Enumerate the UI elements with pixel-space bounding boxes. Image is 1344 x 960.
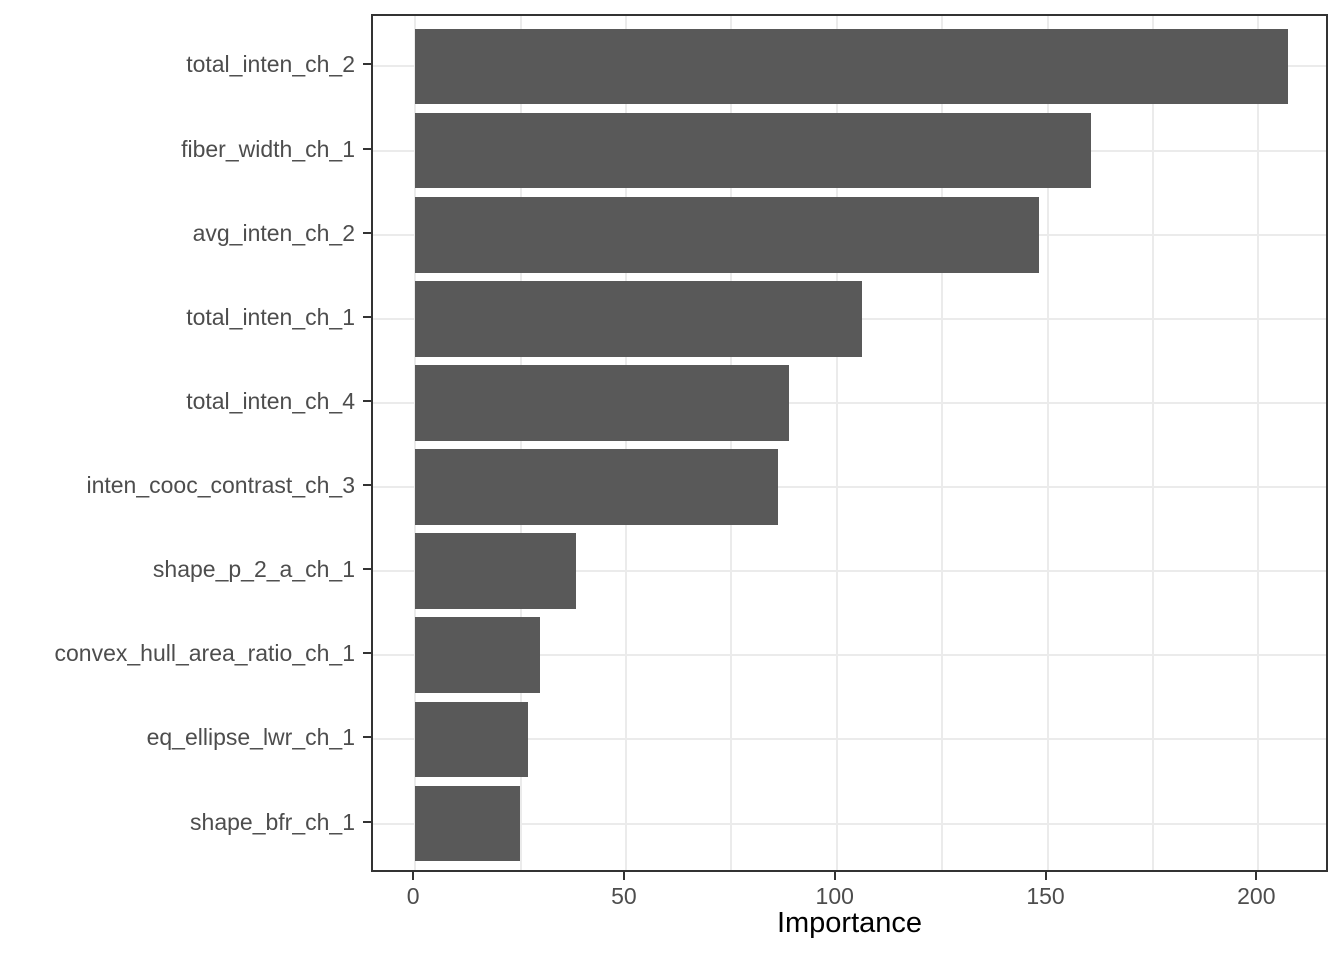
gridline-x-major xyxy=(835,16,838,870)
y-tick-label: total_inten_ch_4 xyxy=(186,387,355,414)
y-tick-mark xyxy=(363,736,371,739)
y-tick-mark xyxy=(363,147,371,150)
y-tick-label: shape_p_2_a_ch_1 xyxy=(152,556,355,583)
bar xyxy=(415,617,540,694)
gridline-y-major xyxy=(373,738,1326,741)
bar xyxy=(415,449,778,525)
x-tick-mark xyxy=(412,872,415,880)
x-tick-label: 50 xyxy=(611,883,637,909)
bar xyxy=(415,196,1039,273)
bar xyxy=(415,280,862,357)
bar xyxy=(415,365,789,441)
gridline-y-major xyxy=(373,486,1326,489)
x-axis-title: Importance xyxy=(776,907,923,939)
y-tick-mark xyxy=(363,315,371,318)
y-tick-mark xyxy=(363,568,371,571)
y-tick-mark xyxy=(363,484,371,487)
x-tick-mark xyxy=(622,872,625,880)
y-tick-label: inten_cooc_contrast_ch_3 xyxy=(86,472,355,499)
bar xyxy=(415,701,529,778)
x-tick-label: 200 xyxy=(1237,883,1276,909)
y-tick-label: total_inten_ch_2 xyxy=(186,51,355,78)
x-tick-label: 150 xyxy=(1026,883,1065,909)
y-tick-label: shape_bfr_ch_1 xyxy=(190,808,355,835)
gridline-y-major xyxy=(373,570,1326,573)
gridline-x-major xyxy=(1257,16,1260,870)
y-tick-label: avg_inten_ch_2 xyxy=(192,219,355,246)
gridline-x-minor xyxy=(730,16,733,870)
plot-panel xyxy=(371,14,1328,872)
gridline-x-major xyxy=(624,16,627,870)
y-tick-label: fiber_width_ch_1 xyxy=(181,135,355,162)
bar xyxy=(415,533,577,610)
gridline-x-minor xyxy=(1151,16,1154,870)
y-tick-label: convex_hull_area_ratio_ch_1 xyxy=(54,640,356,667)
gridline-x-minor xyxy=(941,16,944,870)
y-tick-label: eq_ellipse_lwr_ch_1 xyxy=(146,724,355,751)
x-tick-label: 100 xyxy=(815,883,854,909)
gridline-x-major xyxy=(414,16,417,870)
x-tick-label: 0 xyxy=(406,883,420,909)
x-tick-mark xyxy=(1255,872,1258,880)
gridline-x-minor xyxy=(519,16,522,870)
gridline-y-major xyxy=(373,822,1326,825)
y-tick-mark xyxy=(363,652,371,655)
x-tick-mark xyxy=(833,872,836,880)
bar xyxy=(415,28,1289,105)
bar xyxy=(415,785,521,862)
gridline-x-major xyxy=(1046,16,1049,870)
y-tick-mark xyxy=(363,820,371,823)
y-tick-mark xyxy=(363,399,371,402)
y-tick-mark xyxy=(363,63,371,66)
y-tick-label: total_inten_ch_1 xyxy=(186,303,355,330)
x-tick-mark xyxy=(1044,872,1047,880)
gridline-y-major xyxy=(373,654,1326,657)
y-tick-mark xyxy=(363,231,371,234)
gridline-y-major xyxy=(373,401,1326,404)
bar xyxy=(415,112,1091,189)
